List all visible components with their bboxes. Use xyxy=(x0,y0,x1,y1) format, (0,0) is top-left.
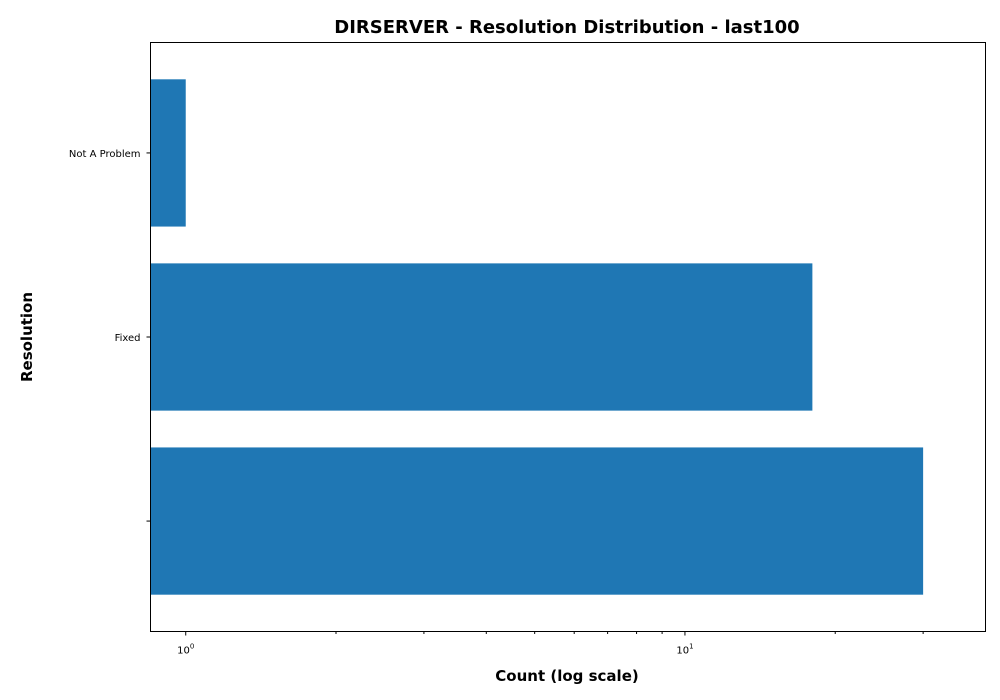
y-tick-label: Fixed xyxy=(115,333,141,344)
bar xyxy=(150,447,924,595)
x-tick-label-base: 10 xyxy=(676,646,689,657)
bars-layer xyxy=(150,79,924,595)
y-axis-label: Resolution xyxy=(18,292,36,382)
bar xyxy=(150,263,813,411)
x-axis-ticks: 100 101 xyxy=(177,631,924,657)
x-tick-label: 101 xyxy=(676,643,693,657)
x-tick-label-base: 10 xyxy=(177,646,190,657)
x-tick-label-exponent: 0 xyxy=(190,643,194,651)
x-tick-label-exponent: 1 xyxy=(689,643,693,651)
y-axis-ticks: Not A Problem Fixed xyxy=(69,149,151,522)
x-tick-label: 100 xyxy=(177,643,194,657)
bar xyxy=(150,79,186,227)
x-axis-label: Count (log scale) xyxy=(495,667,638,685)
chart-title: DIRSERVER - Resolution Distribution - la… xyxy=(334,17,799,38)
y-tick-label: Not A Problem xyxy=(69,149,141,160)
axes-frame xyxy=(150,42,986,632)
